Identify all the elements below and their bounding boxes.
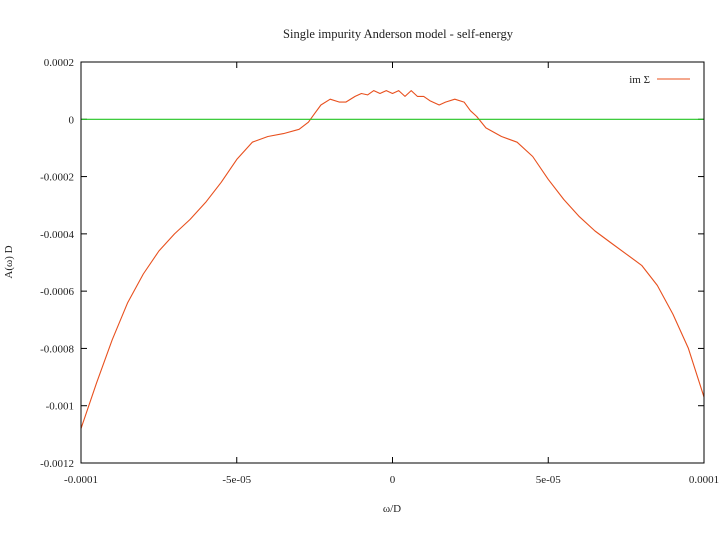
series-line-im-sigma [80, 90, 705, 429]
x-tick-label: 5e-05 [536, 474, 562, 486]
x-tick-label: -5e-05 [222, 474, 251, 486]
plot-frame [80, 61, 705, 464]
legend-label: im Σ [629, 74, 650, 86]
legend: im Σ [629, 74, 690, 86]
axis-ticks: -0.0001 -5e-05 0 5e-05 0.0001 0.0002 0 -0.0002 -… [40, 57, 719, 486]
y-tick-label: -0.001 [46, 401, 74, 413]
x-tick-label: -0.0001 [64, 474, 98, 486]
x-tick-label: 0 [390, 474, 396, 486]
y-tick-label: 0 [69, 114, 75, 126]
y-axis-label: A(ω) D [3, 245, 15, 278]
y-tick-label: -0.0008 [40, 343, 74, 355]
chart-title: Single impurity Anderson model - self-en… [283, 27, 514, 41]
y-tick-label: -0.0002 [40, 172, 74, 184]
y-tick-label: -0.0006 [40, 286, 74, 298]
x-axis-label: ω/D [383, 503, 401, 515]
x-tick-label: 0.0001 [689, 474, 719, 486]
plot-series [80, 90, 705, 429]
y-tick-label: -0.0012 [40, 458, 74, 470]
y-tick-label: -0.0004 [40, 229, 74, 241]
y-tick-label: 0.0002 [44, 57, 74, 69]
